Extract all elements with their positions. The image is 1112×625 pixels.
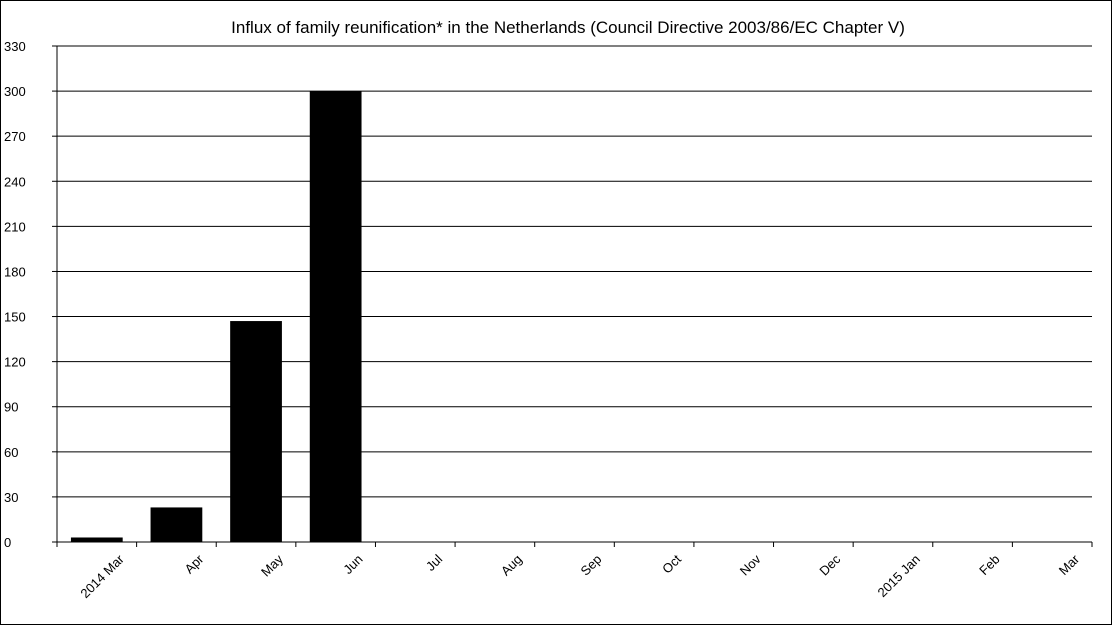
x-tick-label: Sep bbox=[578, 552, 605, 579]
x-tick-label: Feb bbox=[976, 552, 1002, 578]
y-tick-label: 150 bbox=[4, 310, 26, 325]
y-tick-label: 0 bbox=[4, 535, 11, 550]
x-tick-label: Aug bbox=[498, 552, 525, 579]
y-tick-labels: 0 30 60 90 120 150 180 210 240 270 300 330 bbox=[4, 39, 26, 550]
x-tick-labels: 2014 Mar Apr May Jun Jul Aug Sep Oct Nov Dec 2015 … bbox=[77, 551, 1082, 601]
x-tick-label: Dec bbox=[816, 551, 843, 578]
y-tick-label: 210 bbox=[4, 219, 26, 234]
x-tick-label: Apr bbox=[181, 551, 206, 576]
x-tick-label: Jun bbox=[340, 552, 365, 577]
axes bbox=[52, 46, 1092, 547]
x-tick-label: May bbox=[258, 551, 286, 579]
x-tick-label: 2014 Mar bbox=[77, 551, 127, 601]
x-tick-label: Nov bbox=[737, 551, 764, 578]
x-tick-label: Jul bbox=[423, 551, 445, 573]
y-tick-label: 120 bbox=[4, 355, 26, 370]
x-tick-label: Mar bbox=[1056, 551, 1083, 578]
bar bbox=[310, 91, 362, 542]
x-tick-label: 2015 Jan bbox=[875, 552, 923, 600]
y-tick-label: 330 bbox=[4, 39, 26, 54]
y-tick-label: 240 bbox=[4, 174, 26, 189]
y-tick-label: 30 bbox=[4, 490, 18, 505]
y-tick-label: 300 bbox=[4, 84, 26, 99]
bar bbox=[71, 537, 123, 542]
y-tick-label: 270 bbox=[4, 129, 26, 144]
x-tick-label: Oct bbox=[659, 551, 684, 576]
bar bbox=[230, 321, 282, 542]
y-tick-label: 90 bbox=[4, 400, 18, 415]
y-tick-label: 180 bbox=[4, 264, 26, 279]
bar bbox=[151, 507, 203, 542]
gridlines bbox=[57, 46, 1092, 497]
y-tick-label: 60 bbox=[4, 445, 18, 460]
